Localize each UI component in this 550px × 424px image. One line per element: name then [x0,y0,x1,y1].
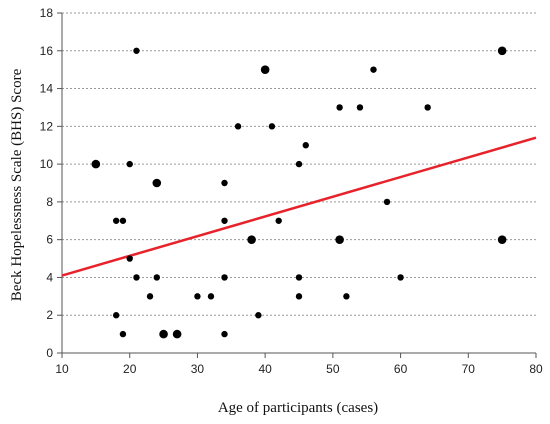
x-tick-label: 80 [529,362,543,376]
y-tick-label: 8 [46,195,53,209]
data-point [159,329,168,339]
y-tick-label: 14 [40,82,54,96]
data-point [247,235,256,244]
data-points [91,46,507,339]
x-tick-label: 10 [55,362,69,376]
data-point [497,46,507,56]
y-tick-label: 18 [40,6,54,20]
data-point [126,160,133,168]
data-point [146,293,154,300]
data-point [152,178,162,188]
data-point [221,217,228,224]
x-tick-label: 70 [462,362,476,376]
y-tick-label: 2 [46,308,53,322]
data-point [234,123,242,130]
data-point [383,198,391,206]
y-axis-title: Beck Hopelessness Scale (BHS) Score [9,68,25,301]
data-point [126,255,133,262]
data-point [221,330,228,338]
data-point [497,235,507,244]
data-point [260,65,270,74]
data-point [91,159,101,169]
data-point [133,47,140,54]
y-tick-label: 0 [46,346,53,360]
axes [57,12,537,358]
data-point [221,179,228,187]
data-point [268,123,276,130]
x-tick-label: 40 [258,362,272,376]
y-tick-label: 6 [46,233,53,247]
x-tick-label: 30 [191,362,205,376]
data-point [112,312,120,319]
x-tick-label: 50 [326,362,340,376]
data-point [112,217,120,224]
data-point [295,160,303,168]
y-tick-label: 4 [46,270,53,284]
x-tick-label: 60 [394,362,408,376]
data-point [172,329,182,339]
y-tick-label: 16 [40,44,54,58]
trendline-group [61,136,537,277]
data-point [424,104,431,111]
trendline [61,136,537,277]
data-point [133,274,140,281]
data-point [221,274,228,281]
data-point [153,274,160,281]
data-point [343,293,350,300]
y-tick-label: 12 [40,119,54,133]
x-axis-title: Age of participants (cases) [218,400,378,416]
data-point [356,104,364,111]
data-point [295,274,303,281]
data-point [397,274,404,281]
data-point [207,293,215,300]
data-point [194,293,201,300]
x-tick-label: 20 [123,362,137,376]
data-point [119,330,127,338]
y-tick-label: 10 [40,157,54,171]
data-point [295,293,303,300]
data-point [275,217,282,224]
data-point [336,104,343,111]
data-point [119,217,127,224]
data-point [302,142,309,149]
data-point [370,66,377,73]
tick-labels: 0 2 4 6 8 10 12 14 16 18 10 20 30 40 50 60 70 80 [40,6,543,376]
data-point [335,235,344,244]
data-point [255,312,262,319]
